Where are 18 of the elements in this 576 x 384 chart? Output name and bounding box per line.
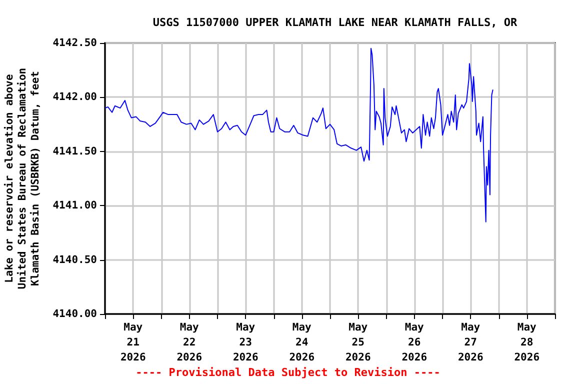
y-tick-label: 4142.50 bbox=[52, 37, 97, 49]
text: ---- Provisional Data Subject to Revision ---- bbox=[136, 366, 440, 379]
x-tick-label: May 21 2026 bbox=[120, 322, 146, 364]
x-tick-label: May 26 2026 bbox=[402, 322, 428, 364]
x-tick-label: May 27 2026 bbox=[458, 322, 484, 364]
y-tick-label: 4142.00 bbox=[52, 91, 97, 104]
y-tick-label: 4141.00 bbox=[52, 200, 97, 212]
x-tick-label: May 22 2026 bbox=[176, 322, 202, 364]
y-tick-label: 4141.50 bbox=[52, 145, 97, 158]
line-series bbox=[104, 48, 494, 222]
y-axis-title: Lake or reservoir elevation above United States Bureau of Reclamation Klamath Basin (USBRKB) Datum, feet bbox=[3, 68, 42, 290]
y-tick-label: 4140.00 bbox=[52, 308, 97, 320]
chart-title: USGS 11507000 UPPER KLAMATH LAKE NEAR KLAMATH FALLS, OR bbox=[152, 16, 518, 29]
x-tick-label: May 25 2026 bbox=[345, 322, 371, 364]
y-tick-label: 4140.50 bbox=[52, 254, 97, 266]
x-tick-label: May 28 2026 bbox=[514, 322, 540, 364]
x-tick-label: May 24 2026 bbox=[289, 322, 315, 364]
x-tick-label: May 23 2026 bbox=[232, 322, 258, 364]
